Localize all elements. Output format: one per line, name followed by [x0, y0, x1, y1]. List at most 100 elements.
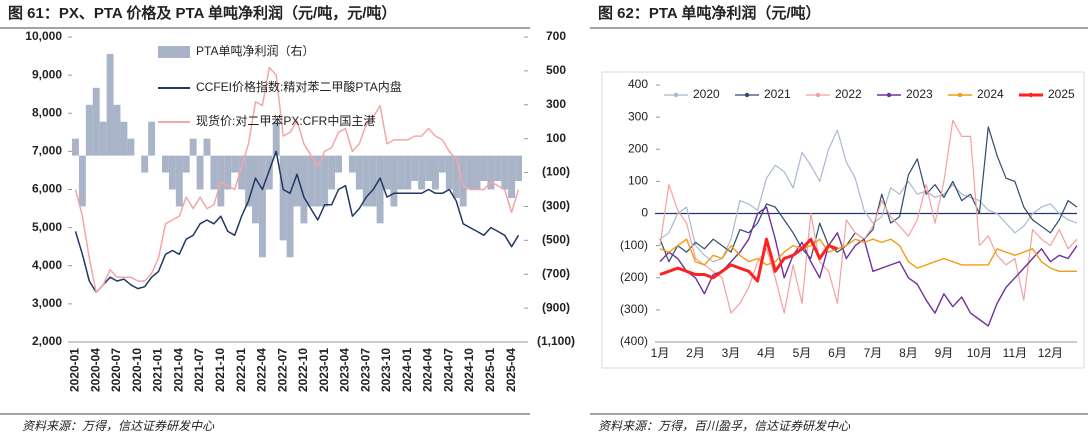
x-tick-label: 2024-04 — [421, 348, 435, 392]
y2-tick-label: 100 — [546, 131, 566, 145]
x-tick-label: 2025-04 — [504, 348, 518, 392]
profit-bar — [99, 121, 107, 156]
profit-bar — [106, 53, 114, 156]
series-line — [659, 206, 1078, 327]
y2-tick-label: (1,100) — [537, 334, 575, 348]
x-tick-label: 2020-04 — [88, 348, 102, 392]
x-tick-label: 2023-04 — [338, 348, 352, 392]
profit-bar — [148, 121, 156, 156]
x-tick-label: 2020-10 — [130, 348, 144, 392]
profit-bar — [494, 155, 502, 182]
x-tick-label: 3月 — [722, 346, 741, 360]
x-tick-label: 2021-10 — [213, 348, 227, 392]
x-tick-label: 5月 — [793, 346, 812, 360]
legend-dot — [957, 92, 963, 98]
profit-bar — [168, 155, 176, 190]
profit-bar — [203, 138, 211, 156]
profit-bar — [348, 155, 356, 173]
legend-label: CCFEI价格指数:精对苯二甲酸PTA内盘 — [196, 79, 402, 94]
x-tick-label: 4月 — [757, 346, 776, 360]
legend-dot — [815, 92, 821, 98]
profit-bar — [355, 155, 363, 190]
legend-label: 2022 — [835, 87, 862, 101]
profit-bar — [293, 155, 301, 207]
profit-bar — [508, 155, 516, 198]
y2-tick-label: 700 — [546, 29, 566, 43]
y-tick-label: 200 — [628, 141, 648, 155]
y-tick-label: 4,000 — [32, 258, 62, 272]
y2-tick-label: (300) — [542, 199, 570, 213]
profit-bar — [175, 155, 183, 207]
legend-swatch — [158, 46, 190, 58]
profit-bar — [92, 87, 100, 156]
x-tick-label: 2024-01 — [400, 348, 414, 392]
legend-label: 2025 — [1048, 87, 1075, 101]
x-tick-label: 2021-04 — [171, 348, 185, 392]
y2-tick-label: (100) — [542, 165, 570, 179]
profit-bar — [335, 155, 342, 173]
x-tick-label: 2020-07 — [109, 348, 123, 392]
profit-bar — [72, 138, 79, 156]
profit-bar — [238, 155, 246, 190]
profit-bar — [411, 155, 419, 182]
legend-label: 2024 — [977, 87, 1004, 101]
profit-bar — [300, 155, 308, 224]
x-tick-label: 10月 — [967, 346, 992, 360]
y-tick-label: 8,000 — [32, 105, 62, 119]
profit-bar — [376, 155, 384, 224]
x-tick-label: 2021-01 — [151, 348, 165, 392]
profit-bar — [473, 155, 481, 190]
x-tick-label: 8月 — [899, 346, 918, 360]
x-tick-label: 2023-07 — [358, 348, 372, 392]
legend-dot — [744, 92, 750, 98]
x-tick-label: 2025-01 — [483, 348, 497, 392]
chart-frame — [601, 71, 1085, 369]
legend-dot — [673, 92, 679, 98]
series-line — [74, 150, 520, 294]
profit-bar — [141, 155, 149, 173]
profit-bar — [127, 138, 135, 156]
profit-bar — [425, 155, 432, 182]
profit-bar — [487, 155, 495, 190]
y-tick-label: (200) — [620, 270, 648, 284]
profit-bar — [231, 155, 239, 173]
profit-bar — [182, 155, 190, 173]
x-tick-label: 2022-01 — [234, 348, 248, 392]
x-tick-label: 2023-01 — [317, 348, 331, 392]
y-tick-label: 10,000 — [25, 29, 62, 43]
y-tick-label: (100) — [620, 238, 648, 252]
x-tick-label: 9月 — [935, 346, 954, 360]
y-tick-label: 2,000 — [32, 334, 62, 348]
x-tick-label: 11月 — [1003, 346, 1027, 360]
profit-bar — [272, 121, 280, 156]
profit-bar — [501, 155, 509, 190]
legend-label: 2021 — [764, 87, 791, 101]
profit-bar — [432, 155, 439, 190]
profit-bar — [369, 155, 377, 207]
profit-bar — [189, 138, 197, 156]
y-tick-label: 7,000 — [32, 144, 62, 158]
x-tick-label: 2022-04 — [255, 348, 269, 392]
y2-tick-label: 300 — [546, 97, 566, 111]
x-tick-label: 7月 — [864, 346, 883, 360]
profit-bar — [224, 155, 232, 190]
profit-bar — [314, 155, 322, 207]
profit-bar — [258, 155, 266, 258]
profit-bar — [279, 155, 287, 241]
x-tick-label: 2024-07 — [441, 348, 455, 392]
profit-bar — [113, 104, 121, 156]
profit-bar — [445, 155, 453, 190]
profit-bar — [78, 155, 86, 207]
profit-bar — [452, 155, 460, 198]
y2-tick-label: (900) — [542, 300, 570, 314]
legend-label: 2020 — [693, 87, 720, 101]
profit-bar — [120, 121, 128, 156]
profit-bar — [459, 155, 467, 207]
y-tick-label: 100 — [628, 174, 648, 188]
profit-bar — [438, 155, 446, 173]
legend-label: 现货价:对二甲苯PX:CFR中国主港 — [196, 113, 375, 128]
series-line — [659, 126, 1078, 263]
legend-dot — [1028, 92, 1034, 98]
profit-bar — [307, 155, 315, 207]
